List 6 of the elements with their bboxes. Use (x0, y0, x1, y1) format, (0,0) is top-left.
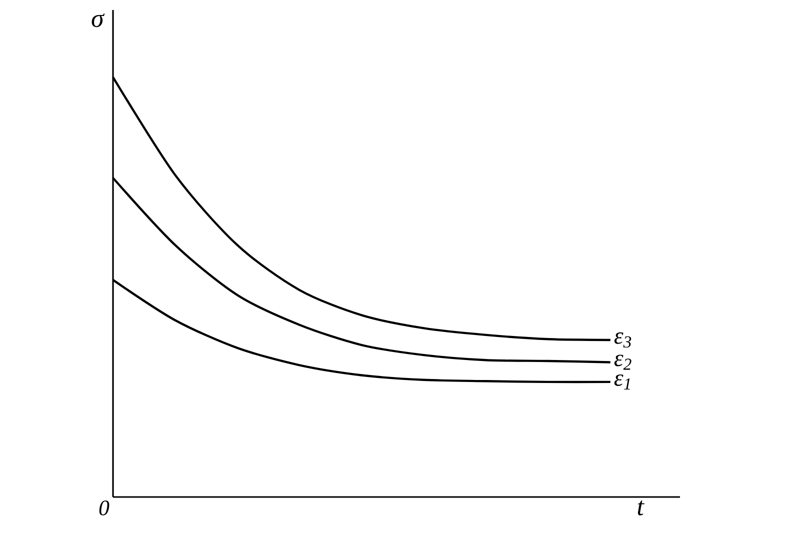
series-label: ε$_{3}$ (614, 332, 632, 348)
text: 0 (99, 500, 110, 516)
x-axis-title: t (638, 500, 644, 516)
series-label: ε$_{2}$ (614, 354, 632, 370)
y-axis-title: σ (92, 14, 105, 28)
series-label: ε$_{1}$ (614, 374, 630, 390)
